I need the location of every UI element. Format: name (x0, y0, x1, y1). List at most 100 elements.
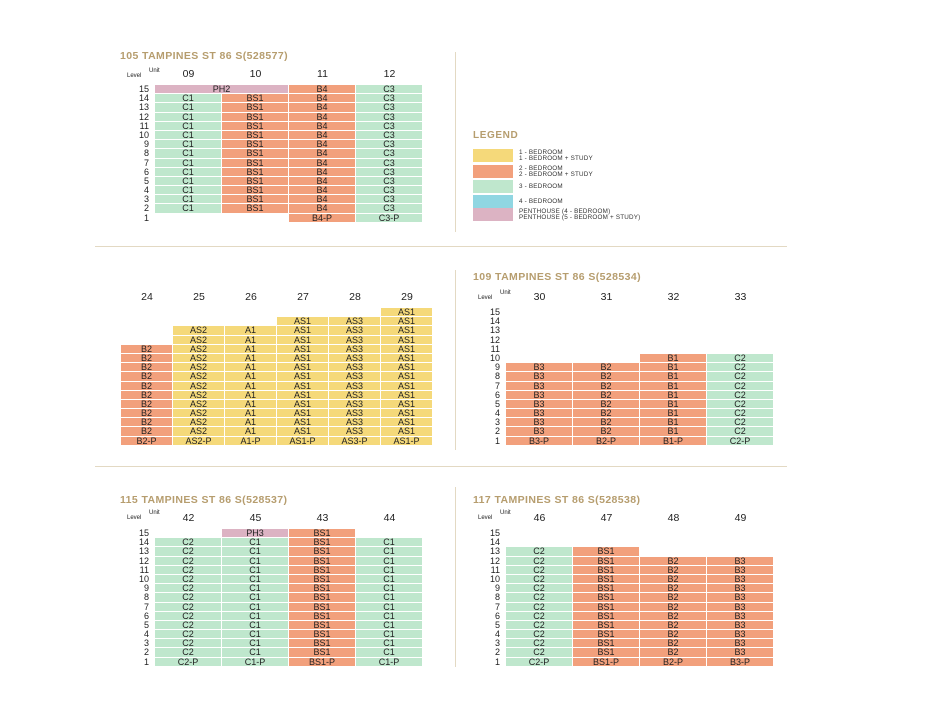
legend-swatch (473, 195, 513, 208)
empty-cell (640, 308, 707, 317)
unit-cell: AS3 (329, 418, 381, 428)
unit-cell: B2 (573, 390, 640, 400)
unit-cell: B4 (289, 140, 356, 150)
unit-cell: B2 (573, 381, 640, 391)
unit-cell: B3 (506, 390, 573, 400)
empty-cell (573, 326, 640, 335)
unit-cell: B2 (640, 602, 707, 612)
unit-cell: B3 (707, 639, 774, 649)
unit-header-label: Unit (500, 290, 511, 296)
unit-cell: AS1 (381, 308, 433, 318)
unit-cell: AS3 (329, 344, 381, 354)
unit-cell: C3 (356, 112, 423, 122)
unit-cell: BS1 (573, 547, 640, 557)
unit-cell: C1 (222, 556, 289, 566)
unit-cell: B1 (640, 372, 707, 382)
unit-cell: BS1 (289, 593, 356, 603)
unit-cell: AS1 (277, 317, 329, 327)
unit-cell: B4 (289, 103, 356, 113)
unit-cell: AS3 (329, 353, 381, 364)
unit-cell: B3 (506, 409, 573, 419)
level-number: 5 (143, 620, 149, 630)
unit-cell: C2 (707, 418, 774, 428)
unit-cell: C3-P (356, 213, 423, 223)
unit-cell: C1 (155, 112, 222, 122)
unit-cell: BS1 (573, 611, 640, 621)
unit-number: 44 (383, 513, 396, 524)
unit-number: 10 (249, 69, 262, 80)
unit-cell: AS2-P (173, 436, 225, 446)
unit-cell: B2 (121, 372, 173, 382)
level-number: 2 (143, 648, 149, 658)
empty-cell (222, 214, 289, 223)
legend-label: 2 - BEDROOM (519, 165, 563, 172)
level-header-label: Level (478, 515, 493, 521)
unit-cell: B2-P (573, 436, 640, 446)
unit-cell: C1 (356, 602, 423, 612)
unit-cell: BS1 (289, 639, 356, 649)
level-number: 7 (143, 158, 149, 168)
unit-number: 43 (316, 513, 329, 524)
unit-cell: B2 (121, 399, 173, 410)
level-number: 6 (494, 390, 500, 400)
unit-cell: C3 (356, 195, 423, 205)
unit-cell: C1 (222, 584, 289, 594)
empty-cell (640, 538, 707, 547)
unit-cell: C3 (356, 103, 423, 113)
unit-cell: BS1 (289, 620, 356, 631)
level-number: 15 (138, 85, 149, 94)
unit-cell: B2 (640, 593, 707, 603)
unit-cell: C1 (222, 574, 289, 585)
unit-cell: C3 (356, 94, 423, 104)
unit-number: 24 (141, 292, 153, 303)
unit-cell: AS2 (173, 344, 225, 354)
unit-cell: PH2 (155, 85, 289, 95)
unit-cell: AS1 (381, 418, 433, 428)
empty-cell (277, 308, 329, 317)
empty-cell (573, 538, 640, 547)
empty-cell (573, 308, 640, 317)
unit-cell: B3 (707, 620, 774, 631)
unit-cell: AS1 (277, 353, 329, 364)
unit-cell: A1 (225, 399, 277, 410)
unit-cell: C3 (356, 85, 423, 95)
level-number: 4 (494, 409, 500, 419)
unit-cell: B1 (640, 363, 707, 373)
unit-cell: C1-P (356, 657, 423, 667)
unit-header-label: Unit (149, 68, 160, 74)
unit-cell: B1-P (640, 436, 707, 446)
unit-cell: B2 (573, 372, 640, 382)
level-number: 1 (143, 213, 149, 223)
level-number: 12 (138, 556, 149, 566)
unit-cell: C2 (506, 639, 573, 649)
level-number: 11 (139, 565, 149, 575)
unit-cell: B2 (573, 399, 640, 410)
unit-number: 31 (600, 292, 613, 303)
level-number: 6 (143, 611, 149, 621)
unit-cell: B4 (289, 167, 356, 177)
level-number: 3 (143, 195, 149, 205)
column-divider (455, 52, 456, 232)
unit-cell: AS2 (173, 427, 225, 437)
unit-cell: BS1-P (289, 657, 356, 667)
unit-cell: B2 (640, 556, 707, 566)
unit-cell: AS1 (381, 381, 433, 391)
section-divider (95, 466, 787, 467)
unit-cell: C1 (356, 620, 423, 631)
unit-cell: C1 (155, 121, 222, 131)
unit-cell: B1 (640, 418, 707, 428)
level-number: 9 (143, 584, 149, 594)
level-number: 8 (143, 149, 149, 159)
unit-cell: C1 (222, 538, 289, 548)
empty-cell (640, 336, 707, 345)
unit-cell: C2 (155, 602, 222, 612)
unit-cell: BS1 (573, 630, 640, 640)
level-number: 13 (489, 326, 500, 336)
level-number: 9 (494, 363, 500, 373)
unit-cell: C2 (506, 620, 573, 631)
level-number: 7 (494, 381, 500, 391)
unit-cell: B3 (707, 648, 774, 658)
unit-cell: B3 (707, 593, 774, 603)
empty-cell (155, 214, 222, 223)
unit-cell: B3 (707, 630, 774, 640)
